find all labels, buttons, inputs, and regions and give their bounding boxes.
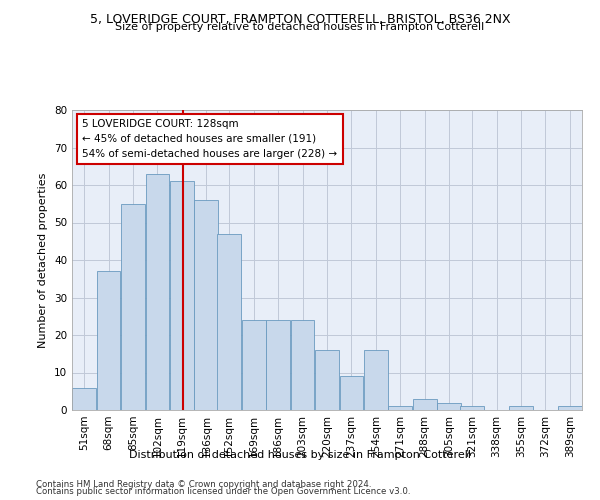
Bar [217, 234, 241, 410]
Bar [170, 181, 194, 410]
Bar [340, 376, 363, 410]
Bar [558, 406, 581, 410]
Bar [460, 406, 484, 410]
Text: Distribution of detached houses by size in Frampton Cotterell: Distribution of detached houses by size … [129, 450, 471, 460]
Bar [437, 402, 461, 410]
Bar [509, 406, 533, 410]
Bar [364, 350, 388, 410]
Bar [121, 204, 145, 410]
Bar [315, 350, 339, 410]
Bar [73, 388, 96, 410]
Bar [97, 271, 121, 410]
Text: Size of property relative to detached houses in Frampton Cotterell: Size of property relative to detached ho… [115, 22, 485, 32]
Y-axis label: Number of detached properties: Number of detached properties [38, 172, 49, 348]
Bar [266, 320, 290, 410]
Text: 5 LOVERIDGE COURT: 128sqm
← 45% of detached houses are smaller (191)
54% of semi: 5 LOVERIDGE COURT: 128sqm ← 45% of detac… [82, 119, 337, 158]
Text: Contains HM Land Registry data © Crown copyright and database right 2024.: Contains HM Land Registry data © Crown c… [36, 480, 371, 489]
Bar [413, 399, 437, 410]
Bar [242, 320, 266, 410]
Text: 5, LOVERIDGE COURT, FRAMPTON COTTERELL, BRISTOL, BS36 2NX: 5, LOVERIDGE COURT, FRAMPTON COTTERELL, … [89, 12, 511, 26]
Bar [388, 406, 412, 410]
Bar [146, 174, 169, 410]
Bar [291, 320, 314, 410]
Text: Contains public sector information licensed under the Open Government Licence v3: Contains public sector information licen… [36, 488, 410, 496]
Bar [194, 200, 218, 410]
